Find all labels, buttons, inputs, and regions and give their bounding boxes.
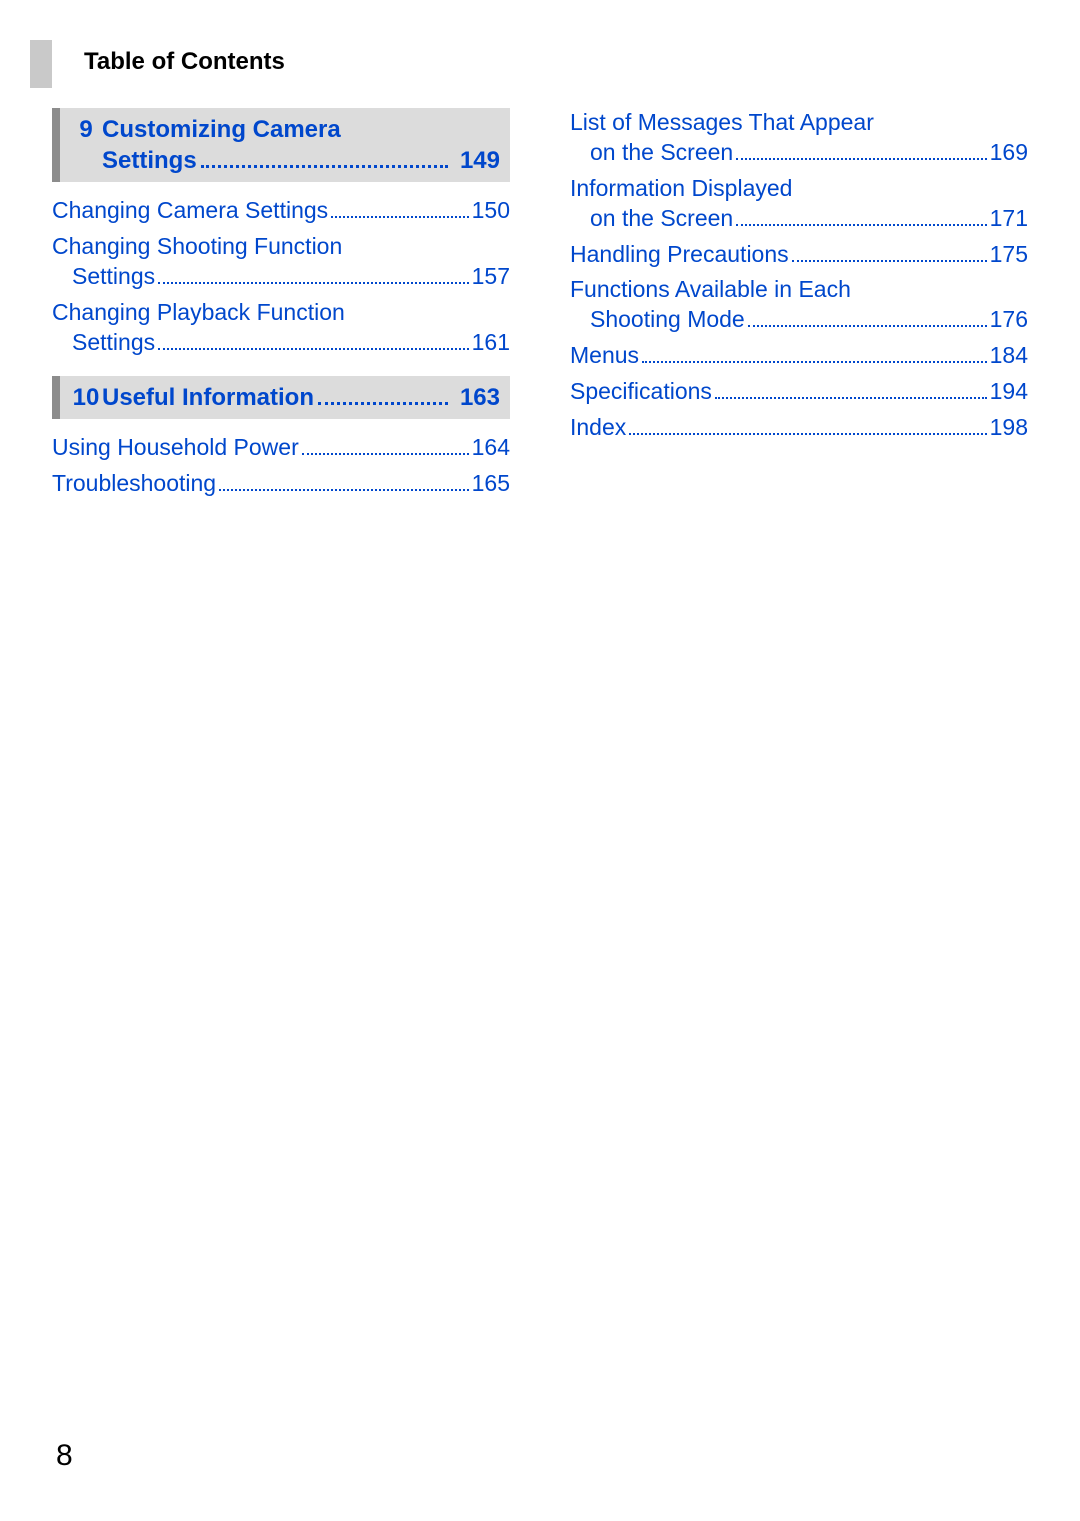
toc-entry[interactable]: Handling Precautions 175: [570, 240, 1028, 270]
toc-entry-label: on the Screen: [590, 204, 733, 234]
toc-entry-page: 175: [990, 240, 1028, 270]
leader-dots: [792, 243, 987, 261]
toc-columns: 9 Customizing Camera Settings 149 Changi…: [52, 108, 1028, 505]
toc-entry-label: Index: [570, 413, 626, 443]
toc-entry-label: Handling Precautions: [570, 240, 789, 270]
leader-dots: [318, 384, 448, 404]
leader-dots: [715, 381, 987, 399]
leader-dots: [748, 309, 987, 327]
leader-dots: [201, 148, 448, 168]
leader-dots: [302, 437, 469, 455]
leader-dots: [331, 200, 468, 218]
toc-entry-label: Settings: [72, 262, 155, 292]
toc-entry-page: 164: [472, 433, 510, 463]
toc-entry[interactable]: Troubleshooting 165: [52, 469, 510, 499]
toc-entry[interactable]: Index 198: [570, 413, 1028, 443]
toc-entry-page: 176: [990, 305, 1028, 335]
page: Table of Contents 9 Customizing Camera S…: [0, 0, 1080, 1521]
section-10-entries: Using Household Power 164 Troubleshooting 1…: [52, 433, 510, 499]
section-page: 163: [460, 382, 500, 413]
toc-entry-label: Information Displayed: [570, 174, 792, 204]
toc-entry-label: Troubleshooting: [52, 469, 216, 499]
toc-entry[interactable]: Menus 184: [570, 341, 1028, 371]
toc-entry[interactable]: Functions Available in EachShooting Mode…: [570, 275, 1028, 335]
toc-entry[interactable]: Changing Camera Settings 150: [52, 196, 510, 226]
toc-entry-page: 171: [990, 204, 1028, 234]
leader-dots: [736, 142, 986, 160]
toc-entry-label: Changing Playback Function: [52, 298, 345, 328]
toc-entry[interactable]: Specifications 194: [570, 377, 1028, 407]
leader-dots: [158, 266, 469, 284]
toc-entry-label: Settings: [72, 328, 155, 358]
toc-entry-page: 194: [990, 377, 1028, 407]
toc-entry-label: Specifications: [570, 377, 712, 407]
page-number: 8: [56, 1439, 73, 1473]
toc-entry-page: 198: [990, 413, 1028, 443]
right-column: List of Messages That Appearon the Scree…: [570, 108, 1028, 505]
toc-entry-label: List of Messages That Appear: [570, 108, 874, 138]
toc-entry-page: 184: [990, 341, 1028, 371]
toc-entry-label: Using Household Power: [52, 433, 299, 463]
toc-entry[interactable]: Changing Shooting FunctionSettings 157: [52, 232, 510, 292]
toc-entry-label: Changing Camera Settings: [52, 196, 328, 226]
toc-entry[interactable]: Information Displayedon the Screen 171: [570, 174, 1028, 234]
section-heading-9[interactable]: 9 Customizing Camera Settings 149: [52, 108, 510, 182]
section-page: 149: [460, 145, 500, 176]
section-number: 10: [70, 382, 102, 413]
toc-entry-label: Functions Available in Each: [570, 275, 851, 305]
section-heading-10[interactable]: 10 Useful Information 163: [52, 376, 510, 419]
section-title-line: Customizing Camera: [102, 114, 500, 145]
continued-entries: List of Messages That Appearon the Scree…: [570, 108, 1028, 443]
section-number: 9: [70, 114, 102, 176]
toc-entry-label: Shooting Mode: [590, 305, 745, 335]
leader-dots: [642, 345, 987, 363]
section-9-entries: Changing Camera Settings 150 Changing Shoo…: [52, 196, 510, 357]
section-title-lastword: Settings: [102, 145, 197, 176]
page-title: Table of Contents: [84, 48, 285, 76]
toc-entry-label: on the Screen: [590, 138, 733, 168]
leader-dots: [219, 473, 469, 491]
toc-entry-label: Menus: [570, 341, 639, 371]
leader-dots: [629, 417, 986, 435]
page-side-tab: [30, 40, 52, 88]
leader-dots: [736, 207, 986, 225]
toc-entry-page: 157: [472, 262, 510, 292]
left-column: 9 Customizing Camera Settings 149 Changi…: [52, 108, 510, 505]
toc-entry-page: 169: [990, 138, 1028, 168]
toc-entry-page: 150: [472, 196, 510, 226]
toc-entry[interactable]: List of Messages That Appearon the Scree…: [570, 108, 1028, 168]
toc-entry-label: Changing Shooting Function: [52, 232, 342, 262]
toc-entry-page: 161: [472, 328, 510, 358]
toc-entry-page: 165: [472, 469, 510, 499]
toc-entry[interactable]: Using Household Power 164: [52, 433, 510, 463]
leader-dots: [158, 332, 469, 350]
toc-entry[interactable]: Changing Playback FunctionSettings 161: [52, 298, 510, 358]
section-title: Useful Information: [102, 382, 314, 413]
